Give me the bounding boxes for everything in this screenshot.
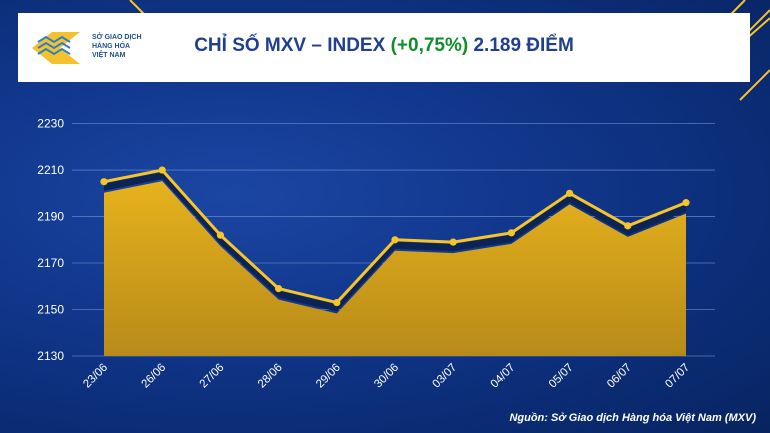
y-tick-label: 2230 [37, 117, 64, 131]
title-value: 2.189 ĐIỂM [473, 35, 574, 56]
data-point [682, 199, 690, 207]
mxv-logo: SỞ GIAO DỊCH HÀNG HÓA VIỆT NAM [30, 30, 180, 66]
y-tick-label: 2130 [37, 349, 64, 363]
data-point [216, 231, 224, 239]
data-point [566, 189, 574, 197]
data-point [333, 298, 341, 307]
area-fill [104, 181, 686, 356]
logo-line-3: VIỆT NAM [92, 52, 126, 59]
y-tick-label: 2170 [37, 256, 64, 270]
x-tick-label: 06/07 [605, 362, 634, 391]
title-prefix: CHỈ SỐ MXV – INDEX [194, 35, 386, 56]
x-tick-label: 27/06 [198, 362, 227, 391]
area-series [104, 172, 686, 356]
data-point [624, 222, 632, 230]
source-note: Nguồn: Sở Giao dịch Hàng hóa Việt Nam (M… [509, 412, 756, 424]
data-point [158, 166, 166, 174]
chart-title: CHỈ SỐ MXV – INDEX (+0,75%) 2.189 ĐIỂM [18, 35, 750, 57]
data-point [391, 236, 399, 244]
x-axis-tick-labels: 23/06 26/06 27/06 28/06 29/06 30/06 03/07 04/07… [81, 362, 692, 391]
x-tick-label: 07/07 [663, 362, 692, 391]
data-point [100, 178, 108, 186]
logo-line-1: SỞ GIAO DỊCH [92, 34, 142, 41]
y-axis-tick-labels: 2130 2150 2170 2190 2210 2230 [37, 117, 64, 363]
x-tick-label: 05/07 [547, 362, 576, 391]
x-tick-label: 23/06 [81, 362, 110, 391]
data-point [449, 238, 457, 246]
x-tick-label: 03/07 [430, 362, 459, 391]
line-series [100, 166, 690, 307]
x-tick-label: 04/07 [489, 362, 518, 391]
title-change: (+0,75%) [390, 35, 469, 56]
logo-line-2: HÀNG HÓA [92, 43, 131, 50]
y-tick-label: 2150 [37, 303, 64, 317]
title-banner: SỞ GIAO DỊCH HÀNG HÓA VIỆT NAM CHỈ SỐ MX… [18, 13, 750, 82]
data-point [507, 229, 515, 237]
x-tick-label: 28/06 [256, 362, 285, 391]
x-tick-label: 29/06 [314, 362, 343, 391]
x-tick-label: 26/06 [139, 362, 168, 391]
logo-mark-icon [32, 32, 80, 64]
data-point [275, 285, 283, 293]
y-tick-label: 2210 [37, 163, 64, 177]
x-tick-label: 30/06 [372, 362, 401, 391]
y-tick-label: 2190 [37, 210, 64, 224]
logo-text: SỞ GIAO DỊCH HÀNG HÓA VIỆT NAM [92, 33, 152, 60]
